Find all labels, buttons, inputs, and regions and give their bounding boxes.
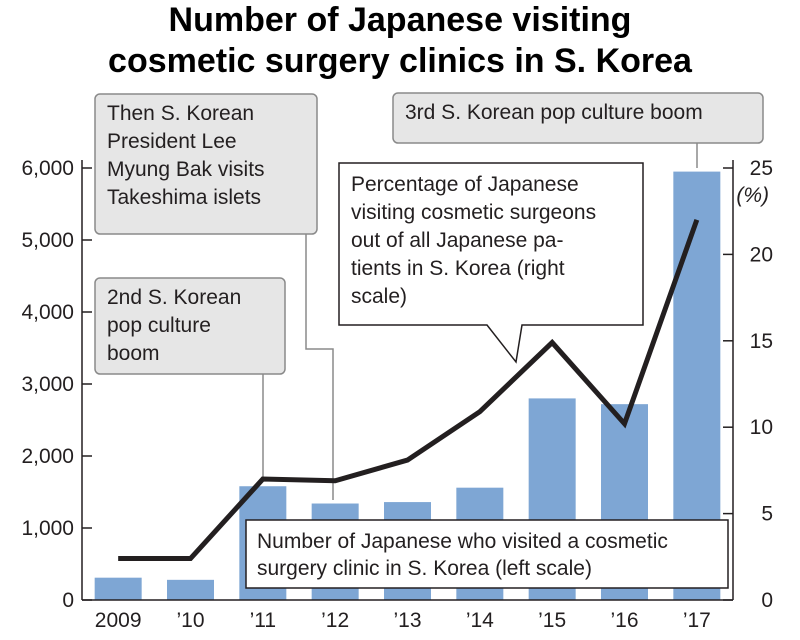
left-tick-label: 1,000 (21, 517, 74, 540)
annotation-text-line: Then S. Korean (107, 102, 254, 125)
bar-0 (94, 577, 142, 600)
chart-title-line-2: cosmetic surgery clinics in S. Korea (108, 42, 693, 80)
series-callouts: Percentage of Japanese visiting cosmetic … (245, 162, 729, 589)
x-tick-label: ’15 (538, 609, 566, 632)
annotation-text-line: 3rd S. Korean pop culture boom (405, 101, 703, 124)
x-tick-label: ’14 (466, 609, 494, 632)
left-tick-label: 0 (62, 589, 74, 612)
line-series (118, 219, 700, 562)
x-tick-label: ’17 (683, 609, 711, 632)
bar-callout-text-line: Number of Japanese who visited a cosmeti… (257, 530, 668, 553)
annotation-box (392, 92, 764, 144)
right-tick-label: 25 (750, 157, 773, 180)
left-tick-label: 3,000 (21, 373, 74, 396)
bar-1 (167, 579, 214, 600)
x-tick-label: ’13 (393, 609, 421, 632)
annotation-box (94, 277, 286, 375)
x-tick-label: ’16 (610, 609, 638, 632)
bar-callout-box (245, 519, 729, 589)
line-callout-text-line: out of all Japanese pa- (351, 229, 563, 252)
right-tick-label: 10 (750, 416, 773, 439)
x-tick-label: ’12 (321, 609, 349, 632)
annotation-text-line: pop culture (107, 314, 211, 337)
line-callout-text-line: visiting cosmetic surgeons (351, 201, 596, 224)
bar-series-callout: Number of Japanese who visited a cosmeti… (245, 519, 729, 589)
right-axis-unit: (%) (736, 184, 769, 207)
left-tick-label: 4,000 (21, 301, 74, 324)
annotation-text-line: Takeshima islets (107, 186, 261, 209)
right-tick-label: 5 (761, 503, 773, 526)
annotation-text-line: President Lee (107, 130, 237, 153)
right-tick-label: 0 (761, 589, 773, 612)
chart-title-line-1: Number of Japanese visiting (169, 1, 632, 39)
left-tick-label: 6,000 (21, 157, 74, 180)
line-callout-box (338, 162, 644, 364)
annotation-1: Then S. Korean President Lee Myung Bak vis… (94, 93, 334, 500)
axes: 0 1,000 2,000 3,000 4,000 5,000 6,000 0 5 10 15 20 2… (21, 157, 773, 632)
line-callout-text-line: Percentage of Japanese (351, 173, 579, 196)
annotation-text-line: Myung Bak visits (107, 158, 265, 181)
annotation-0: 2nd S. Korean pop culture boom (94, 277, 286, 478)
x-tick-label: ’10 (176, 609, 204, 632)
annotation-leader-line (305, 234, 334, 500)
bar-callout-text-line: surgery clinic in S. Korea (left scale) (257, 557, 592, 580)
chart-title: Number of Japanese visiting cosmetic sur… (108, 1, 693, 80)
line-callout-text-line: scale) (351, 285, 407, 308)
right-tick-label: 20 (750, 243, 773, 266)
annotation-box (94, 93, 318, 235)
line-series-callout: Percentage of Japanese visiting cosmetic … (338, 162, 644, 364)
line-callout-text-line: tients in S. Korea (right (351, 257, 565, 280)
annotation-text-line: boom (107, 342, 160, 365)
right-tick-label: 15 (750, 330, 773, 353)
x-tick-label: 2009 (95, 609, 142, 632)
annotation-2: 3rd S. Korean pop culture boom (392, 92, 764, 168)
left-tick-label: 2,000 (21, 445, 74, 468)
x-tick-label: ’11 (250, 609, 276, 632)
left-tick-label: 5,000 (21, 229, 74, 252)
annotation-text-line: 2nd S. Korean (107, 286, 241, 309)
